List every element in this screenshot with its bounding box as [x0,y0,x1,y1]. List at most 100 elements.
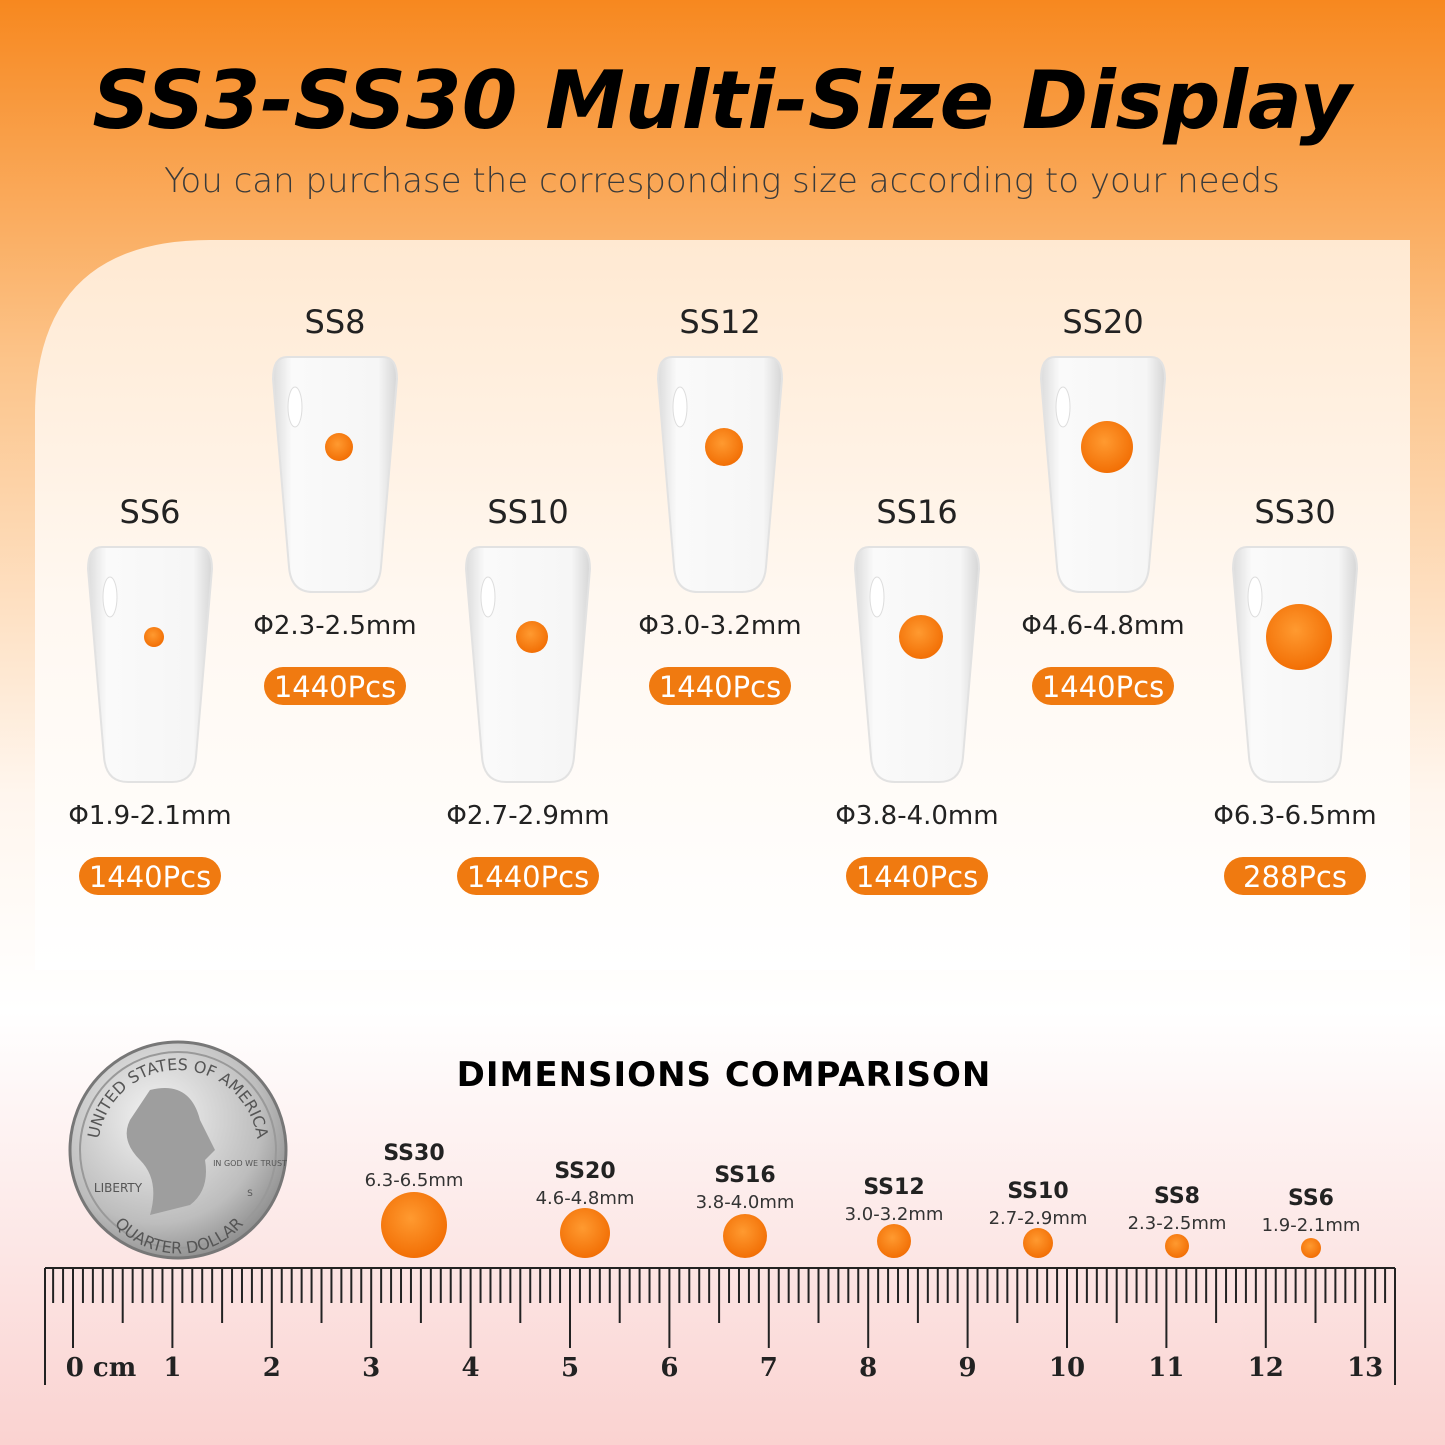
count-badge [1224,857,1366,895]
comparison-size: 2.7-2.9mm [989,1208,1088,1229]
comparison-gem [723,1214,767,1258]
content: SS6 Φ1.9-2.1mm 1440Pcs SS8 Φ2.3-2.5mm 1440Pcs… [44,303,1396,1385]
nail-shape [853,546,981,783]
nail [1231,546,1359,783]
ruler-label: 10 [1049,1353,1085,1383]
rhinestone [1081,421,1133,473]
nail-size: Φ6.3-6.5mm [1213,801,1376,831]
nail-count: 1440Pcs [659,670,781,704]
nail [853,546,981,783]
comparison-name: SS6 [1288,1186,1334,1211]
comparison-gem [381,1192,447,1258]
comparison-size: 3.8-4.0mm [696,1192,795,1213]
comparison-title: DIMENSIONS COMPARISON [457,1055,992,1095]
coin-left-text: LIBERTY [94,1181,143,1195]
count-badge [457,857,599,895]
comparison-gem [1301,1238,1321,1258]
ruler-label: 3 [362,1353,380,1383]
nail-highlight [287,386,303,428]
nail-highlight [1055,386,1071,428]
coin: UNITED STATES OF AMERICA QUARTER DOLLAR … [68,1040,288,1260]
nail-highlight [672,386,688,428]
ruler-label: 2 [263,1353,281,1383]
nail-shape [1039,356,1167,593]
coin-mint: S [247,1189,253,1199]
ruler-label: 1 [163,1353,181,1383]
nail-count: 1440Pcs [856,860,978,894]
ruler-label: 12 [1248,1353,1284,1383]
rhinestone [325,433,353,461]
nail-shape [464,546,592,783]
comparison-gem [1023,1228,1053,1258]
nail-size: Φ2.7-2.9mm [446,801,609,831]
comparison-name: SS8 [1154,1184,1200,1209]
comparison-gem [877,1224,911,1258]
ruler-label: 7 [760,1353,778,1383]
count-badge [649,667,791,705]
nail-shape [86,546,214,783]
nail-label: SS16 [876,493,957,531]
nail [1039,356,1167,593]
nail [271,356,399,593]
nail-label: SS30 [1254,493,1335,531]
rhinestone [1266,604,1332,670]
nail-highlight [1247,576,1263,618]
display-panel [35,240,1410,970]
nail-count: 1440Pcs [467,860,589,894]
nail-label: SS8 [305,303,366,341]
comparison-size: 1.9-2.1mm [1262,1215,1361,1236]
nail-highlight [480,576,496,618]
rhinestone [705,428,743,466]
comparison-size: 6.3-6.5mm [365,1170,464,1191]
nail-size: Φ1.9-2.1mm [68,801,231,831]
nail-label: SS12 [679,303,760,341]
comparison-size: 4.6-4.8mm [536,1188,635,1209]
nail [86,546,214,783]
ruler-label: 5 [561,1353,579,1383]
nail-count: 1440Pcs [274,670,396,704]
rhinestone [516,621,548,653]
coin-rim [79,1051,277,1249]
comparison-name: SS10 [1007,1179,1068,1204]
rhinestone [899,615,943,659]
nail-label: SS10 [487,493,568,531]
nail-size: Φ4.6-4.8mm [1021,611,1184,641]
comparison-gem [1165,1234,1189,1258]
ruler-label: 11 [1148,1353,1184,1383]
comparison-name: SS12 [863,1175,924,1200]
comparison-size: 3.0-3.2mm [845,1204,944,1225]
nail-shape [271,356,399,593]
nail-highlight [869,576,885,618]
comparison-size: 2.3-2.5mm [1128,1213,1227,1234]
coin-portrait [126,1088,215,1215]
nail-count: 1440Pcs [89,860,211,894]
comparison-name: SS16 [714,1163,775,1188]
nail-highlight [102,576,118,618]
nail-size: Φ2.3-2.5mm [253,611,416,641]
nail [656,356,784,593]
nail-size: Φ3.8-4.0mm [835,801,998,831]
nail-count: 1440Pcs [1042,670,1164,704]
title: SS3-SS30 Multi-Size Display [92,54,1354,147]
nail-label: SS20 [1062,303,1143,341]
comparison-name: SS30 [383,1141,444,1166]
coin-motto: IN GOD WE TRUST [213,1159,287,1168]
count-badge [79,857,221,895]
ruler-label: 8 [859,1353,877,1383]
ruler-label: 6 [660,1353,678,1383]
ruler-label: 4 [462,1353,480,1383]
comparison-name: SS20 [554,1159,615,1184]
nail-shape [656,356,784,593]
ruler-label: 0 cm [66,1353,136,1383]
count-badge [1032,667,1174,705]
count-badge [846,857,988,895]
ruler-label: 9 [959,1353,977,1383]
nail-label: SS6 [120,493,181,531]
subtitle: You can purchase the corresponding size … [164,161,1280,201]
rhinestone [144,627,164,647]
nail-size: Φ3.0-3.2mm [638,611,801,641]
count-badge [264,667,406,705]
comparison-gem [560,1208,610,1258]
nail [464,546,592,783]
